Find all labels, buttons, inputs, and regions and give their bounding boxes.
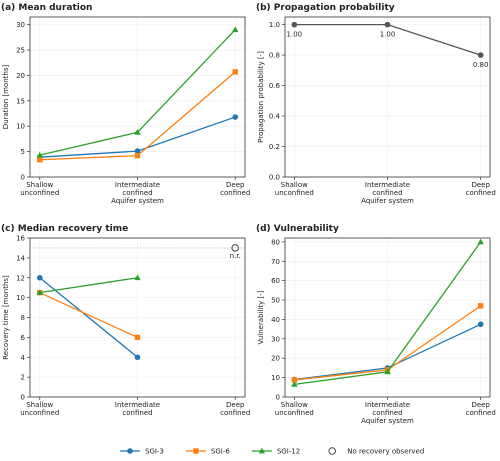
y-tick-label: 8 — [21, 314, 25, 322]
y-tick-label: 12 — [16, 274, 25, 282]
y-tick-label: 0.8 — [269, 52, 280, 60]
y-tick-label: 0 — [276, 394, 280, 402]
marker — [477, 321, 484, 328]
data-label: 1.00 — [287, 31, 303, 39]
marker — [36, 274, 43, 281]
y-tick-label: 16 — [16, 235, 25, 243]
y-tick-label: 10 — [16, 294, 25, 302]
y-tick-label: 20 — [271, 355, 280, 363]
marker — [232, 114, 239, 120]
legend-label: SGI-6 — [211, 448, 230, 456]
y-axis-label: Duration [months] — [2, 65, 10, 130]
y-tick-label: 80 — [271, 238, 280, 246]
marker — [232, 69, 238, 75]
marker — [134, 152, 141, 159]
marker — [232, 26, 239, 33]
series-line — [39, 277, 138, 294]
marker — [134, 354, 141, 361]
marker — [134, 129, 141, 135]
legend-label: SGI-3 — [145, 448, 164, 456]
marker — [291, 377, 298, 383]
legend-marker — [328, 447, 337, 455]
x-tick-label: Shallow unconfined — [20, 181, 59, 197]
x-tick-label: Deep confined — [220, 401, 250, 417]
legend: SGI-3 SGI-6 SGI-12 No recovery observed — [120, 447, 424, 456]
panel-title: (c) Median recovery time — [1, 224, 128, 234]
series-line — [39, 292, 138, 338]
y-tick-label: 60 — [271, 277, 280, 285]
y-tick-label: 0.2 — [269, 143, 280, 151]
annotation: n.r. — [230, 252, 241, 260]
marker — [477, 303, 484, 309]
x-tick-label: Deep confined — [466, 401, 496, 417]
y-tick-label: 0.4 — [269, 113, 281, 121]
x-tick-label: Intermediate confined — [365, 181, 410, 197]
marker — [384, 21, 391, 28]
y-tick-label: 0.6 — [269, 82, 281, 90]
y-tick-label: 40 — [271, 316, 280, 324]
x-axis-label: Aquifer system — [111, 197, 164, 205]
x-tick-label: Intermediate confined — [365, 401, 410, 417]
marker — [231, 244, 240, 252]
x-axis-label: Aquifer system — [361, 417, 414, 425]
series-line — [39, 277, 138, 358]
x-tick-label: Intermediate confined — [115, 181, 160, 197]
y-tick-label: 0 — [21, 394, 25, 402]
y-tick-label: 70 — [271, 258, 280, 266]
x-tick-label: Shallow unconfined — [20, 401, 59, 417]
marker — [37, 157, 43, 163]
marker — [291, 381, 298, 387]
axes-frame — [284, 16, 491, 178]
legend-marker — [258, 447, 266, 454]
y-tick-label: 14 — [16, 254, 25, 262]
marker — [134, 274, 141, 281]
y-tick-label: 15 — [16, 97, 25, 105]
panel-title: (a) Mean duration — [1, 3, 92, 13]
panel-title: (b) Propagation probability — [256, 3, 395, 13]
y-tick-label: 20 — [16, 72, 25, 80]
marker — [384, 368, 391, 375]
y-tick-label: 50 — [271, 297, 280, 305]
y-axis-label: Vulnerability [-] — [257, 290, 265, 344]
x-tick-label: Deep confined — [220, 181, 250, 197]
y-axis-label: Recovery time [months] — [2, 275, 10, 360]
y-tick-label: 6 — [21, 334, 26, 342]
y-tick-label: 4 — [21, 354, 26, 362]
legend-marker — [127, 448, 133, 454]
x-tick-label: Shallow unconfined — [275, 401, 314, 417]
legend-marker — [193, 448, 199, 454]
y-tick-label: 2 — [21, 374, 25, 382]
y-tick-label: 30 — [271, 335, 280, 343]
y-tick-label: 25 — [16, 47, 25, 55]
y-tick-label: 10 — [271, 374, 280, 382]
x-tick-label: Shallow unconfined — [275, 181, 314, 197]
data-label: 0.80 — [473, 61, 489, 69]
axes-frame — [29, 237, 246, 398]
y-tick-label: 0.0 — [269, 174, 280, 182]
marker — [477, 238, 484, 245]
x-axis-label: Aquifer system — [361, 197, 414, 205]
marker — [36, 289, 43, 296]
y-tick-label: 30 — [16, 21, 25, 29]
marker — [36, 151, 43, 158]
marker — [134, 334, 141, 341]
axes-frame — [284, 237, 491, 398]
x-tick-label: Deep confined — [466, 181, 496, 197]
axes-frame — [29, 16, 246, 178]
legend-label: No recovery observed — [347, 448, 424, 456]
marker — [477, 52, 484, 58]
y-axis-label: Propagation probability [-] — [257, 51, 265, 143]
y-tick-label: 10 — [16, 123, 25, 131]
panel-title: (d) Vulnerability — [256, 224, 339, 234]
legend-label: SGI-12 — [277, 448, 300, 456]
x-tick-label: Intermediate confined — [115, 401, 160, 417]
y-tick-label: 1.0 — [269, 21, 280, 29]
y-tick-label: 0 — [21, 174, 25, 182]
y-tick-label: 5 — [21, 148, 25, 156]
marker — [134, 148, 141, 154]
data-label: 1.00 — [380, 31, 396, 39]
marker — [291, 21, 298, 28]
